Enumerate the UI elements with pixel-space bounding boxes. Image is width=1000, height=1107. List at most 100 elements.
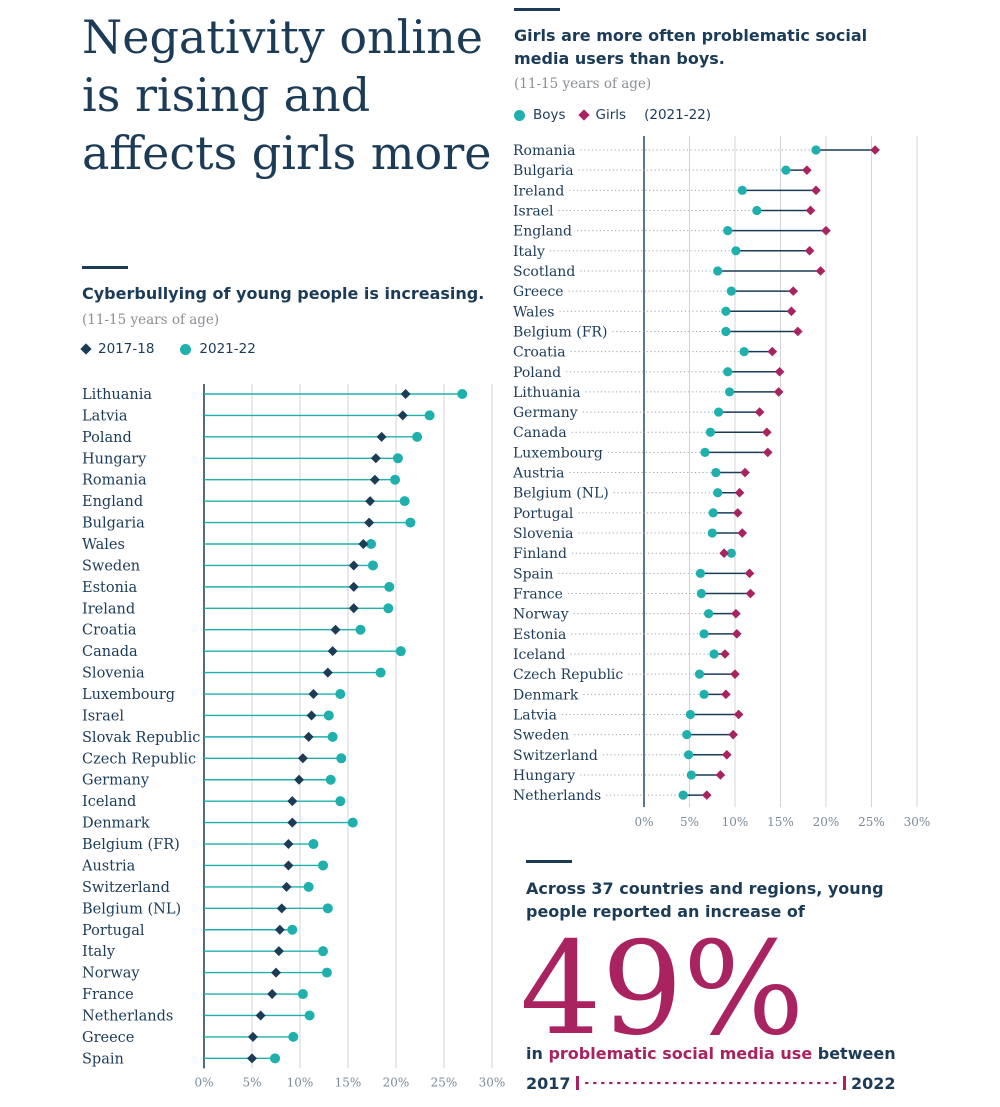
left-dot-plot: 0% 5% 10% 15% 20% 25% 30% Lithuania Latvia Poland… [81,384,505,1089]
point-girls [788,286,799,296]
point-2017-18 [281,881,292,892]
point-2017-18 [306,710,317,721]
category-label: Scotland [513,264,575,280]
point-boys [752,205,762,216]
x-tick-label: 10% [722,815,749,829]
point-2021-22 [288,1031,299,1042]
point-boys [726,548,736,558]
point-boys [707,528,717,538]
point-boys [678,790,688,800]
category-label: Hungary [513,768,575,784]
category-label: Luxembourg [82,687,175,703]
page-title: Negativity online is rising and affects … [82,10,492,180]
left-chart-note: (11-15 years of age) [82,312,220,328]
point-boys [721,306,731,316]
category-label: Sweden [513,728,569,744]
point-girls [740,467,750,478]
x-tick-label: 20% [383,1075,410,1089]
point-2017-18 [274,924,285,935]
category-label: Italy [513,244,545,260]
right-dot-plot: 0% 5% 10% 15% 20% 25% 30% Romania Bulgaria Irelan… [512,136,931,829]
point-2021-22 [297,989,308,1000]
legend-item-girls: Girls [577,107,627,123]
point-2017-18 [287,817,298,828]
callout-tail-pre: in [526,1044,543,1063]
point-girls [737,528,748,538]
point-2017-18 [287,796,298,807]
legend-item-2017-18: 2017-18 [80,341,154,357]
point-boys [685,709,696,720]
year-range-dotted-line [576,1076,846,1090]
point-2021-22 [390,474,401,485]
circle-marker-icon [514,109,525,121]
point-2021-22 [335,796,346,807]
point-girls [722,750,732,760]
legend-year: (2021-22) [644,107,712,123]
point-2017-18 [322,667,333,678]
category-label: Greece [82,1030,134,1046]
x-tick-label: 5% [242,1075,261,1089]
category-label: Greece [513,284,564,300]
category-label: Wales [82,537,125,553]
category-label: England [82,494,143,510]
point-2021-22 [399,496,410,507]
point-boys [714,407,724,417]
diamond-marker-icon [80,343,92,355]
legend-label: Girls [595,107,627,123]
callout-tail-highlight: problematic social media use [548,1044,813,1063]
point-2021-22 [327,731,338,742]
point-girls [701,790,712,800]
point-2017-18 [247,1053,257,1064]
right-chart-subtitle: Girls are more often problematic social … [514,26,868,68]
point-girls [805,205,816,216]
point-2017-18 [369,474,380,485]
point-boys [711,467,721,478]
category-label: Slovak Republic [82,730,200,746]
category-label: Wales [513,304,554,320]
point-boys [700,447,710,457]
category-label: Norway [513,607,569,623]
point-girls [732,508,743,518]
point-2021-22 [270,1053,281,1064]
point-2021-22 [412,431,423,442]
x-tick-label: 5% [680,815,699,829]
point-boys [699,689,709,699]
left-section-rule [82,266,128,269]
point-girls [728,729,738,740]
category-label: Ireland [513,183,564,199]
category-label: Finland [513,546,567,562]
year-end: 2022 [851,1074,896,1093]
category-label: Germany [513,405,578,421]
category-label: Iceland [513,647,565,663]
x-tick-label: 30% [904,815,931,829]
point-girls [802,165,812,175]
category-label: Czech Republic [513,667,623,683]
point-2017-18 [397,410,408,421]
point-boys [781,165,791,175]
point-boys [724,387,735,397]
callout-tail: in problematic social media use between [526,1044,896,1063]
x-tick-label: 10% [287,1075,314,1089]
category-label: England [513,224,572,240]
category-label: Lithuania [82,387,152,403]
point-girls [733,709,744,720]
left-legend: 2017-18 2021-22 [80,341,282,357]
point-boys [713,266,723,276]
category-label: Hungary [82,451,147,467]
point-boys [705,427,716,437]
point-2021-22 [384,581,395,592]
point-boys [682,730,692,740]
category-label: Spain [82,1051,124,1067]
point-2017-18 [370,453,381,464]
point-2017-18 [330,624,341,635]
point-2021-22 [392,453,403,464]
category-label: Netherlands [513,788,601,804]
point-2021-22 [321,967,332,978]
point-2017-18 [303,731,314,742]
right-legend: Boys Girls (2021-22) [514,107,711,123]
category-label: Belgium (FR) [513,324,607,340]
point-boys [686,770,696,780]
point-2017-18 [327,646,338,657]
circle-marker-icon [180,343,192,355]
point-boys [713,488,723,498]
